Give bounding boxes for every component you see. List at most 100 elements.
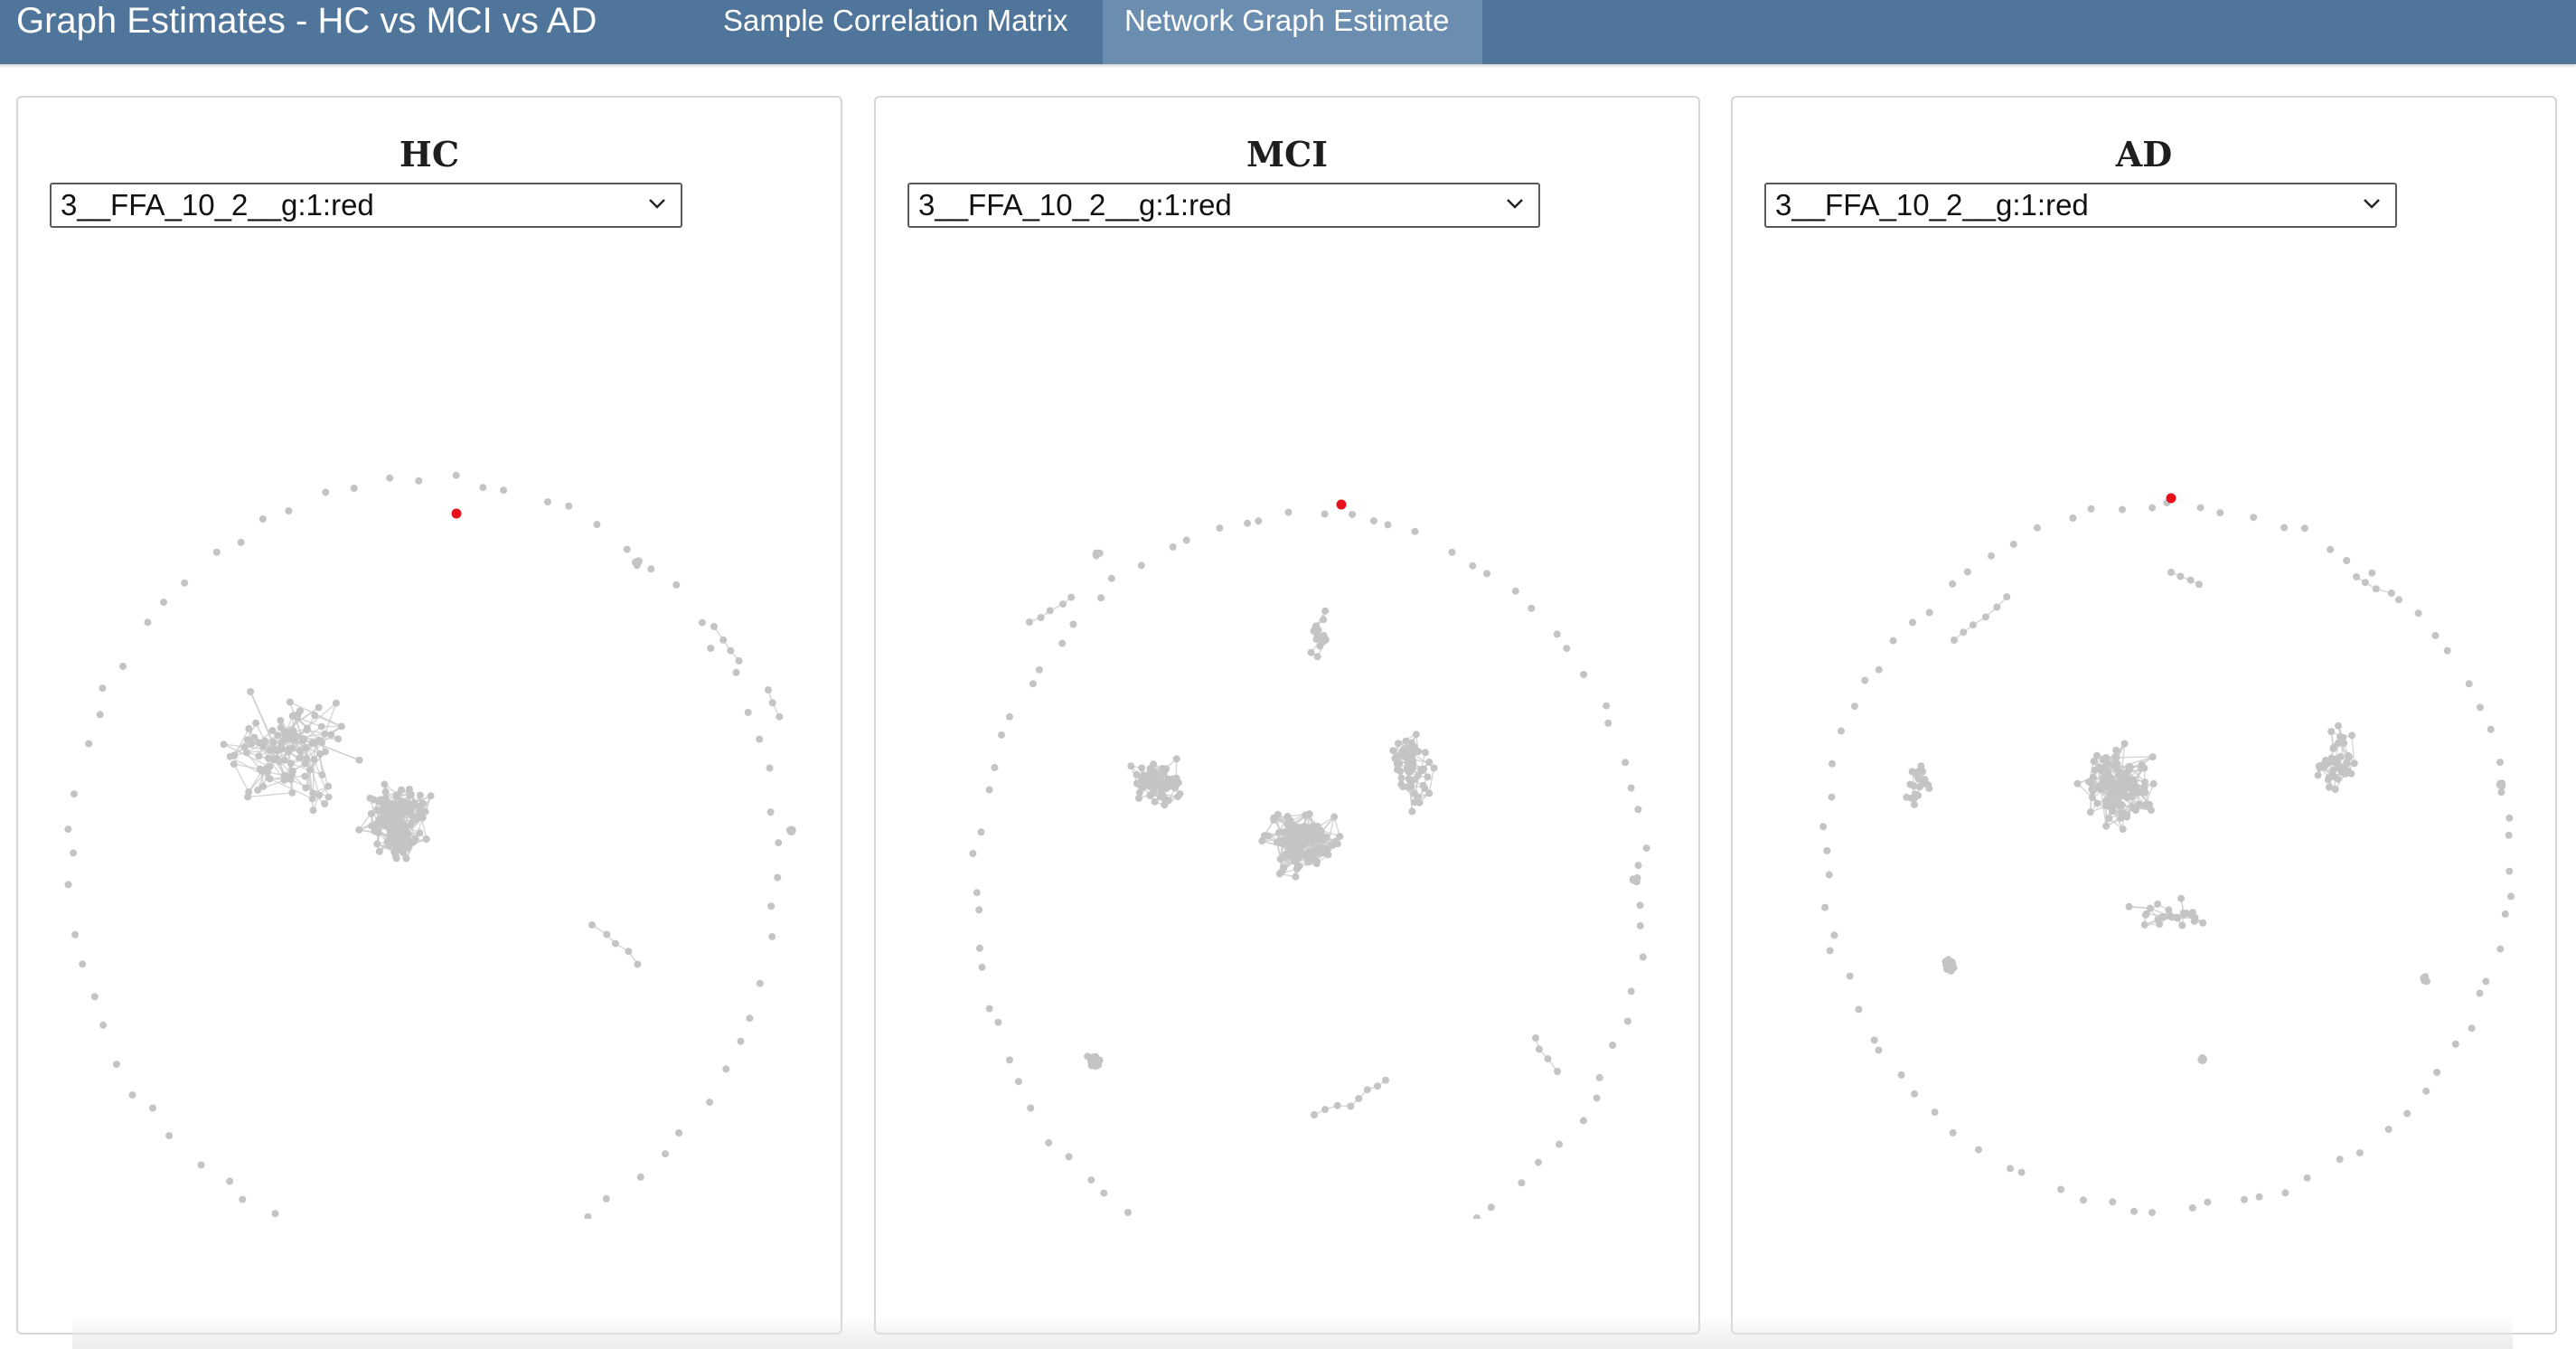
graph-node[interactable] <box>2329 745 2337 753</box>
graph-node[interactable] <box>1150 788 1158 797</box>
graph-node[interactable] <box>2147 807 2155 814</box>
graph-node[interactable] <box>2111 761 2118 769</box>
graph-node[interactable] <box>1159 793 1167 801</box>
graph-node[interactable] <box>707 645 715 652</box>
graph-node[interactable] <box>230 760 238 769</box>
graph-node[interactable] <box>1014 1078 1022 1086</box>
graph-node[interactable] <box>1319 835 1327 844</box>
graph-node[interactable] <box>973 889 981 897</box>
graph-node[interactable] <box>647 565 655 573</box>
graph-node[interactable] <box>355 756 363 764</box>
graph-node[interactable] <box>2080 1196 2087 1204</box>
graph-node[interactable] <box>744 708 752 716</box>
graph-node[interactable] <box>1969 621 1977 629</box>
graph-node[interactable] <box>785 826 794 835</box>
graph-node[interactable] <box>373 828 381 836</box>
graph-node[interactable] <box>2129 786 2138 794</box>
graph-node[interactable] <box>1919 768 1927 776</box>
graph-node[interactable] <box>2497 788 2505 797</box>
graph-node[interactable] <box>2090 758 2098 765</box>
graph-node[interactable] <box>975 906 983 914</box>
graph-node[interactable] <box>1092 552 1100 560</box>
graph-node[interactable] <box>1290 828 1298 836</box>
graph-node[interactable] <box>1414 772 1422 780</box>
graph-node[interactable] <box>2387 590 2395 597</box>
graph-node[interactable] <box>1065 1153 1073 1161</box>
graph-node[interactable] <box>1274 829 1283 836</box>
graph-node[interactable] <box>2095 763 2103 771</box>
graph-node[interactable] <box>350 485 358 492</box>
graph-node[interactable] <box>1528 604 1536 612</box>
graph-node[interactable] <box>2093 751 2101 759</box>
app-title[interactable]: Graph Estimates - HC vs MCI vs AD <box>16 1 597 41</box>
graph-node[interactable] <box>1046 607 1054 615</box>
graph-node[interactable] <box>386 813 394 820</box>
graph-node[interactable] <box>381 780 389 788</box>
graph-node[interactable] <box>409 838 418 846</box>
graph-node[interactable] <box>2328 769 2336 778</box>
graph-node[interactable] <box>2125 762 2133 770</box>
graph-node[interactable] <box>259 515 267 523</box>
graph-node[interactable] <box>1963 568 1971 576</box>
graph-node[interactable] <box>79 960 87 968</box>
graph-node[interactable] <box>248 740 256 748</box>
graph-node[interactable] <box>301 772 309 780</box>
graph-node[interactable] <box>119 663 127 670</box>
graph-node[interactable] <box>368 822 376 830</box>
graph-node[interactable] <box>1419 781 1427 789</box>
graph-node[interactable] <box>2188 911 2196 920</box>
network-graph-hc[interactable] <box>45 315 813 1219</box>
graph-node[interactable] <box>1544 1055 1552 1063</box>
graph-node[interactable] <box>1580 671 1588 678</box>
graph-node[interactable] <box>625 948 633 956</box>
highlighted-node[interactable] <box>2166 493 2176 504</box>
graph-node[interactable] <box>1302 825 1311 833</box>
graph-node[interactable] <box>1138 764 1146 772</box>
graph-node[interactable] <box>1469 561 1477 570</box>
graph-node[interactable] <box>2355 1149 2364 1157</box>
graph-node[interactable] <box>1407 739 1415 747</box>
graph-node[interactable] <box>391 825 400 832</box>
graph-node[interactable] <box>279 737 287 745</box>
graph-node[interactable] <box>1284 826 1293 835</box>
graph-node[interactable] <box>2200 1055 2208 1063</box>
graph-node[interactable] <box>2167 913 2176 921</box>
graph-node[interactable] <box>1312 624 1320 632</box>
graph-node[interactable] <box>1135 794 1142 802</box>
graph-node[interactable] <box>2154 916 2162 923</box>
graph-node[interactable] <box>2451 1040 2459 1048</box>
graph-node[interactable] <box>776 712 784 721</box>
graph-node[interactable] <box>1255 517 1263 525</box>
graph-node[interactable] <box>2505 831 2513 839</box>
graph-node[interactable] <box>1097 594 1105 602</box>
graph-node[interactable] <box>1150 760 1158 769</box>
graph-node[interactable] <box>390 818 399 825</box>
graph-node[interactable] <box>1293 844 1301 852</box>
graph-node[interactable] <box>1943 966 1951 974</box>
graph-node[interactable] <box>1850 703 1858 711</box>
graph-node[interactable] <box>1408 807 1416 816</box>
graph-node[interactable] <box>1627 987 1635 995</box>
graph-node[interactable] <box>1027 1104 1035 1112</box>
graph-node[interactable] <box>1169 542 1177 551</box>
graph-node[interactable] <box>2368 569 2376 577</box>
graph-node[interactable] <box>272 747 280 755</box>
network-graph-ad[interactable] <box>1760 315 2528 1219</box>
graph-node[interactable] <box>746 1014 754 1023</box>
graph-node[interactable] <box>1087 1176 1095 1184</box>
graph-node[interactable] <box>1870 1036 1878 1044</box>
graph-node[interactable] <box>268 727 277 734</box>
graph-node[interactable] <box>2101 783 2109 790</box>
tab-sample-correlation-matrix[interactable]: Sample Correlation Matrix <box>723 4 1068 37</box>
graph-node[interactable] <box>2109 795 2117 803</box>
graph-node[interactable] <box>1159 783 1167 791</box>
graph-node[interactable] <box>1363 1086 1371 1094</box>
graph-node[interactable] <box>255 752 263 760</box>
graph-node[interactable] <box>2140 920 2148 929</box>
graph-node[interactable] <box>1420 765 1428 773</box>
graph-node[interactable] <box>1123 1209 1132 1216</box>
graph-node[interactable] <box>2130 1207 2138 1215</box>
graph-node[interactable] <box>1875 1046 1883 1054</box>
graph-node[interactable] <box>384 822 392 830</box>
graph-node[interactable] <box>1089 1059 1097 1067</box>
